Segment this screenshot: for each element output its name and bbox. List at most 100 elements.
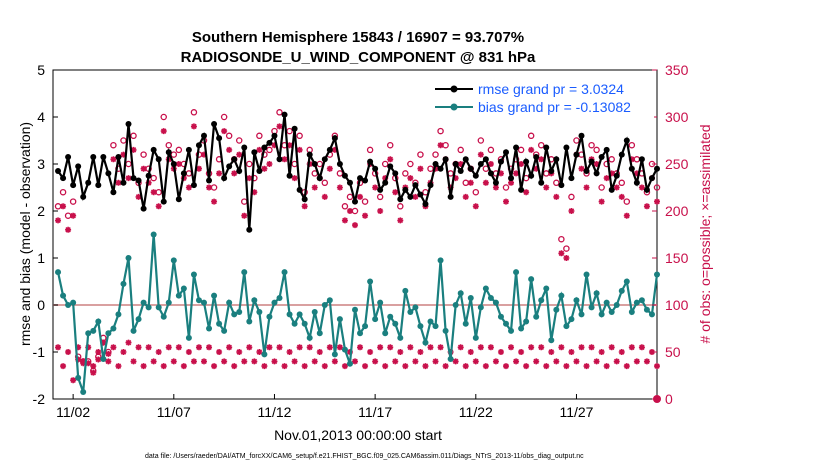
x-tick-label: 11/17 xyxy=(358,404,392,420)
rmse-point xyxy=(165,149,172,156)
bias-point xyxy=(341,346,348,353)
obs-low-marker xyxy=(331,358,338,365)
obs-low-marker xyxy=(442,363,449,370)
rmse-point xyxy=(150,146,157,153)
obs-low-marker xyxy=(170,358,177,365)
obs-assimilated-marker xyxy=(211,198,218,205)
obs-low-marker xyxy=(367,349,374,355)
rmse-point xyxy=(155,156,162,163)
obs-assimilated-marker xyxy=(538,156,545,163)
bias-point xyxy=(503,320,509,327)
rmse-point xyxy=(472,172,479,179)
obs-low-marker xyxy=(206,344,213,351)
obs-low-marker xyxy=(175,344,182,351)
obs-low-marker xyxy=(140,363,147,370)
obs-possible-marker xyxy=(175,146,183,154)
obs-assimilated-marker xyxy=(90,369,97,376)
rmse-point xyxy=(311,161,318,167)
bias-point xyxy=(316,330,323,337)
obs-assimilated-marker xyxy=(266,161,273,167)
bias-point xyxy=(377,299,384,306)
obs-assimilated-marker xyxy=(291,175,298,182)
obs-possible-marker xyxy=(608,156,615,163)
obs-low-marker xyxy=(105,358,112,365)
obs-low-marker xyxy=(528,344,535,351)
obs-low-marker xyxy=(336,344,343,351)
obs-low-marker xyxy=(165,344,172,351)
rmse-point xyxy=(201,132,207,139)
obs-low-marker xyxy=(110,344,117,351)
obs-assimilated-marker xyxy=(120,151,127,158)
obs-low-marker xyxy=(623,363,630,370)
obs-assimilated-marker xyxy=(377,208,384,214)
bias-point xyxy=(286,311,293,318)
bias-point xyxy=(110,325,117,332)
bias-point xyxy=(513,269,520,276)
y-right-tick-label: 350 xyxy=(665,62,689,78)
bias-point xyxy=(216,320,223,327)
rmse-point xyxy=(533,153,540,160)
y-right-tick-label: 200 xyxy=(665,203,689,219)
obs-low-marker xyxy=(256,349,263,355)
bias-point xyxy=(85,330,92,337)
rmse-point xyxy=(211,121,218,128)
bias-point xyxy=(543,285,550,292)
rmse-point xyxy=(115,153,122,160)
rmse-point xyxy=(508,175,515,182)
obs-possible-marker xyxy=(246,160,253,168)
obs-low-marker xyxy=(482,363,489,370)
obs-low-marker xyxy=(95,349,102,355)
rmse-point xyxy=(538,179,545,186)
obs-low-marker xyxy=(357,344,364,351)
rmse-point xyxy=(100,153,107,160)
legend-box xyxy=(432,77,654,119)
rmse-point xyxy=(583,168,590,175)
bias-point xyxy=(75,374,82,381)
obs-possible-marker xyxy=(220,113,228,121)
obs-low-marker xyxy=(276,344,283,351)
bias-point xyxy=(296,311,303,318)
obs-assimilated-marker xyxy=(201,151,207,158)
rmse-point xyxy=(608,186,615,193)
obs-low-marker xyxy=(372,358,379,365)
y-right-tick-label: 0 xyxy=(665,391,673,407)
obs-low-marker xyxy=(508,344,515,351)
obs-low-marker xyxy=(266,344,273,351)
legend: rmse grand pr = 3.0324 bias grand pr = -… xyxy=(432,77,654,119)
obs-possible-marker xyxy=(170,151,178,158)
obs-assimilated-marker xyxy=(492,184,499,191)
bias-point xyxy=(357,330,364,337)
obs-low-marker xyxy=(548,349,555,355)
bias-point xyxy=(160,313,167,320)
rmse-point xyxy=(70,182,77,189)
rmse-point xyxy=(60,175,67,182)
obs-low-marker xyxy=(221,358,228,365)
obs-assimilated-marker xyxy=(321,193,328,200)
obs-assimilated-marker xyxy=(352,222,358,229)
bias-point xyxy=(593,290,600,297)
rmse-point xyxy=(397,196,404,203)
bias-point xyxy=(427,318,434,325)
obs-low-marker xyxy=(211,363,218,370)
obs-assimilated-marker xyxy=(115,179,122,186)
bias-point xyxy=(95,318,102,325)
obs-low-marker xyxy=(563,363,570,370)
obs-low-marker xyxy=(326,344,333,351)
obs-low-marker xyxy=(643,358,650,365)
bias-point xyxy=(538,297,545,304)
obs-low-marker xyxy=(301,363,308,370)
bias-point xyxy=(467,294,474,301)
rmse-point xyxy=(492,179,499,186)
obs-assimilated-marker xyxy=(497,170,504,177)
rmse-point xyxy=(613,172,620,179)
obs-assimilated-marker xyxy=(452,175,459,182)
rmse-point xyxy=(140,205,147,212)
obs-low-marker xyxy=(185,349,192,355)
obs-low-marker xyxy=(558,344,565,351)
rmse-point xyxy=(558,182,565,189)
bias-point xyxy=(211,292,218,299)
obs-assimilated-marker xyxy=(382,175,389,182)
obs-possible-marker xyxy=(628,141,636,149)
obs-low-marker xyxy=(588,344,595,351)
obs-possible-marker xyxy=(623,198,631,205)
